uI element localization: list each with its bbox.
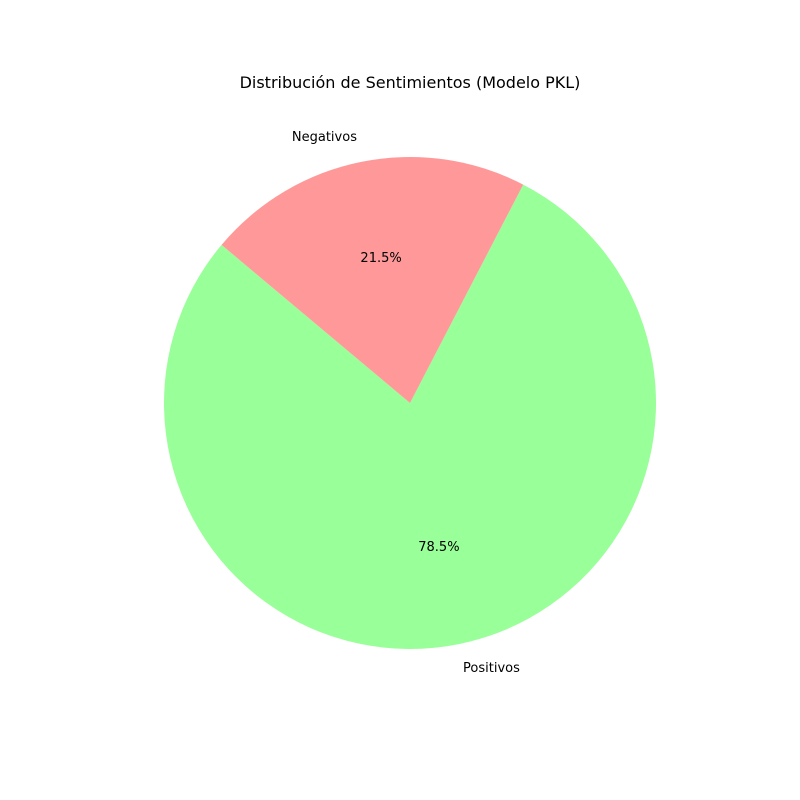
percent-label-positivos: 78.5% <box>418 540 459 555</box>
chart-title: Distribución de Sentimientos (Modelo PKL… <box>240 73 581 92</box>
pie-slice-positivos <box>163 184 656 649</box>
pie-slice-negativos <box>221 157 524 403</box>
slice-label-negativos: Negativos <box>292 130 357 145</box>
slice-label-positivos: Positivos <box>463 661 520 676</box>
percent-label-negativos: 21.5% <box>360 251 401 266</box>
pie-slices <box>163 157 656 649</box>
pie-labels: Positivos 78.5% Negativos 21.5% <box>292 130 520 676</box>
